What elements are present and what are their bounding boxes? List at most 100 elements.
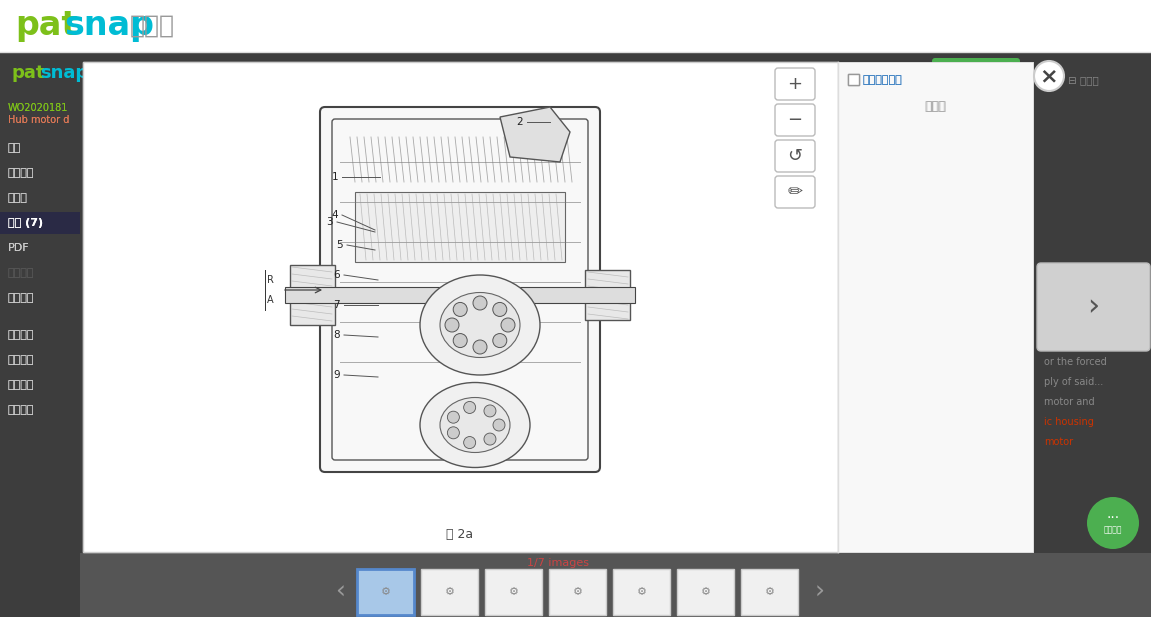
Circle shape: [464, 437, 475, 449]
Ellipse shape: [440, 292, 520, 357]
Text: 图 2a: 图 2a: [447, 528, 473, 540]
FancyBboxPatch shape: [320, 107, 600, 472]
Bar: [585, 270, 630, 320]
Text: 相关文献: 相关文献: [8, 405, 35, 415]
Text: 文献检索&分析: 文献检索&分析: [117, 68, 162, 78]
Circle shape: [493, 334, 506, 347]
Text: 说明书: 说明书: [8, 193, 28, 203]
Bar: [285, 287, 635, 303]
Text: 9: 9: [334, 370, 340, 380]
Circle shape: [483, 405, 496, 417]
Text: PDF: PDF: [8, 243, 30, 253]
Text: or the forced: or the forced: [1044, 357, 1107, 367]
Text: ↺: ↺: [787, 147, 802, 165]
Text: 摘要: 摘要: [8, 143, 21, 153]
Text: PDF: PDF: [8, 243, 30, 253]
Bar: [485, 569, 542, 615]
Text: 摘要: 摘要: [8, 143, 21, 153]
Text: ✏: ✏: [787, 183, 802, 201]
Bar: [357, 569, 414, 615]
Bar: [741, 569, 798, 615]
Text: 1: 1: [331, 172, 338, 182]
Text: 智能附图: 智能附图: [948, 66, 971, 76]
Text: 隐藏标号说明: 隐藏标号说明: [863, 75, 902, 85]
Circle shape: [493, 302, 506, 317]
Text: 专利价值: 专利价值: [8, 268, 35, 278]
Text: WO2020181: WO2020181: [8, 103, 68, 113]
Text: 5: 5: [336, 240, 343, 250]
Text: 专利价值: 专利价值: [8, 268, 35, 278]
Text: ⚙: ⚙: [509, 587, 518, 597]
Text: 4: 4: [331, 210, 338, 220]
Polygon shape: [500, 107, 570, 162]
Bar: [838, 62, 1032, 552]
Text: 公司名: 公司名: [183, 68, 203, 78]
Circle shape: [501, 318, 514, 332]
Text: 相关文献: 相关文献: [8, 405, 35, 415]
Circle shape: [483, 433, 496, 445]
Circle shape: [1034, 61, 1064, 91]
Text: 无数据: 无数据: [925, 101, 946, 114]
Text: ic housing: ic housing: [1044, 417, 1093, 427]
Text: 无数据: 无数据: [924, 101, 945, 114]
Circle shape: [493, 419, 505, 431]
Text: pat: pat: [12, 64, 46, 82]
Text: ⚙: ⚙: [637, 587, 647, 597]
Text: snap: snap: [40, 64, 89, 82]
Text: 附图 (7): 附图 (7): [8, 218, 43, 228]
Text: +: +: [787, 75, 802, 93]
Text: 同族专利: 同族专利: [8, 355, 35, 365]
Text: 权利要求: 权利要求: [8, 168, 35, 178]
Bar: [0, 94, 81, 617]
FancyBboxPatch shape: [775, 140, 815, 172]
Text: 在线客服: 在线客服: [1104, 526, 1122, 534]
Bar: [355, 192, 565, 262]
Bar: [290, 265, 335, 325]
Text: ···: ···: [1106, 511, 1120, 525]
Bar: [848, 74, 859, 85]
Bar: [83, 62, 838, 552]
Text: 2: 2: [517, 117, 523, 127]
Text: 专利商务: 专利商务: [249, 68, 274, 78]
FancyBboxPatch shape: [775, 104, 815, 136]
Text: ×: ×: [1039, 66, 1058, 86]
Text: ⚙: ⚙: [701, 587, 710, 597]
Circle shape: [448, 411, 459, 423]
Bar: [0, 52, 1151, 94]
Bar: [0, 0, 1151, 52]
Text: 法律信息: 法律信息: [8, 293, 35, 303]
Text: WO2020181: WO2020181: [8, 103, 68, 113]
Circle shape: [464, 402, 475, 413]
FancyBboxPatch shape: [1037, 263, 1150, 351]
Text: ›: ›: [1087, 292, 1099, 321]
Circle shape: [445, 318, 459, 332]
Bar: [83, 62, 838, 552]
Text: 引用信息: 引用信息: [8, 330, 35, 340]
Text: pat: pat: [15, 9, 77, 43]
Text: snap: snap: [64, 9, 154, 43]
Bar: [0, 212, 81, 234]
Bar: [848, 74, 859, 85]
Text: Hub motor d: Hub motor d: [8, 115, 69, 125]
Text: motor and: motor and: [1044, 397, 1095, 407]
Ellipse shape: [440, 397, 510, 452]
Text: −: −: [787, 111, 802, 129]
Text: 智慧芽: 智慧芽: [130, 14, 175, 38]
Bar: [1036, 62, 1151, 552]
Circle shape: [453, 334, 467, 347]
Text: motor: motor: [1044, 437, 1073, 447]
Text: 引用信息: 引用信息: [8, 330, 35, 340]
Text: ply of said...: ply of said...: [1044, 377, 1104, 387]
Text: Hub motor d: Hub motor d: [8, 115, 69, 125]
Text: 6: 6: [334, 270, 340, 280]
Text: 数据来源：智慧芽: 数据来源：智慧芽: [1078, 600, 1138, 613]
Text: ‹: ‹: [335, 580, 345, 604]
Circle shape: [448, 427, 459, 439]
Text: ⚙: ⚙: [444, 587, 455, 597]
Circle shape: [1001, 62, 1019, 80]
Bar: [677, 569, 734, 615]
Text: 权利要求: 权利要求: [8, 168, 35, 178]
Text: ⊞: ⊞: [1041, 65, 1053, 80]
Circle shape: [473, 296, 487, 310]
Text: 相似专利: 相似专利: [8, 380, 35, 390]
